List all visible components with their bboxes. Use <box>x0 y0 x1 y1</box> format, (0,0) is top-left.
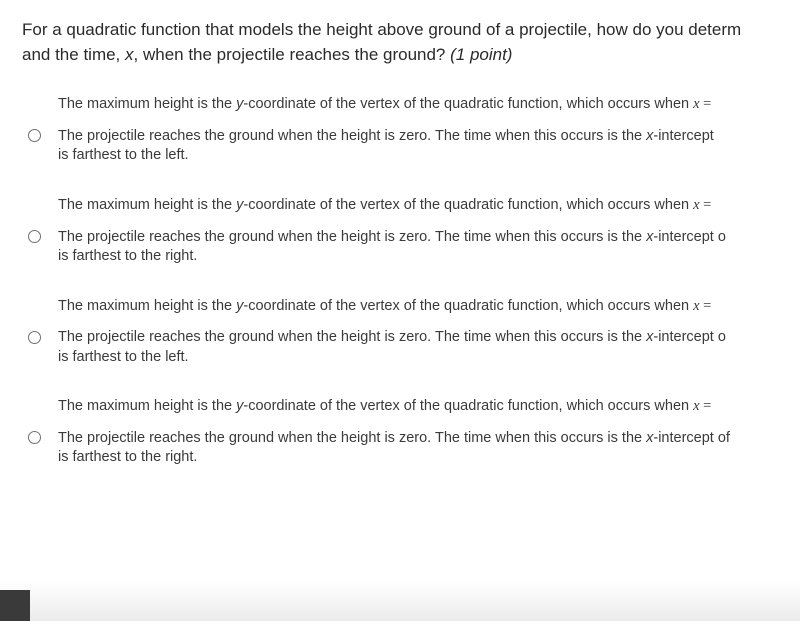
bottom-shadow <box>0 581 800 621</box>
stem-line2-suffix: , when the projectile reaches the ground… <box>134 45 451 64</box>
option-2-line2: The projectile reaches the ground when t… <box>58 228 800 267</box>
option-2-line1: The maximum height is the y-coordinate o… <box>58 196 800 216</box>
option-4[interactable]: The maximum height is the y-coordinate o… <box>58 397 800 468</box>
radio-icon[interactable] <box>28 331 41 344</box>
options-list: The maximum height is the y-coordinate o… <box>22 95 800 468</box>
question-stem: For a quadratic function that models the… <box>22 18 800 67</box>
option-4-line2: The projectile reaches the ground when t… <box>58 429 800 468</box>
option-4-line1: The maximum height is the y-coordinate o… <box>58 397 800 417</box>
option-3[interactable]: The maximum height is the y-coordinate o… <box>58 297 800 368</box>
radio-icon[interactable] <box>28 129 41 142</box>
option-3-line1: The maximum height is the y-coordinate o… <box>58 297 800 317</box>
points-label: (1 point) <box>450 45 512 64</box>
option-2[interactable]: The maximum height is the y-coordinate o… <box>58 196 800 267</box>
radio-icon[interactable] <box>28 230 41 243</box>
stem-var-x: x <box>125 45 134 64</box>
option-1-line2: The projectile reaches the ground when t… <box>58 127 800 166</box>
option-3-line2: The projectile reaches the ground when t… <box>58 328 800 367</box>
question-page: For a quadratic function that models the… <box>0 0 800 621</box>
corner-dark <box>0 590 30 621</box>
option-1[interactable]: The maximum height is the y-coordinate o… <box>58 95 800 166</box>
option-1-line1: The maximum height is the y-coordinate o… <box>58 95 800 115</box>
stem-line2-prefix: and the time, <box>22 45 125 64</box>
stem-line1: For a quadratic function that models the… <box>22 20 741 39</box>
radio-icon[interactable] <box>28 431 41 444</box>
